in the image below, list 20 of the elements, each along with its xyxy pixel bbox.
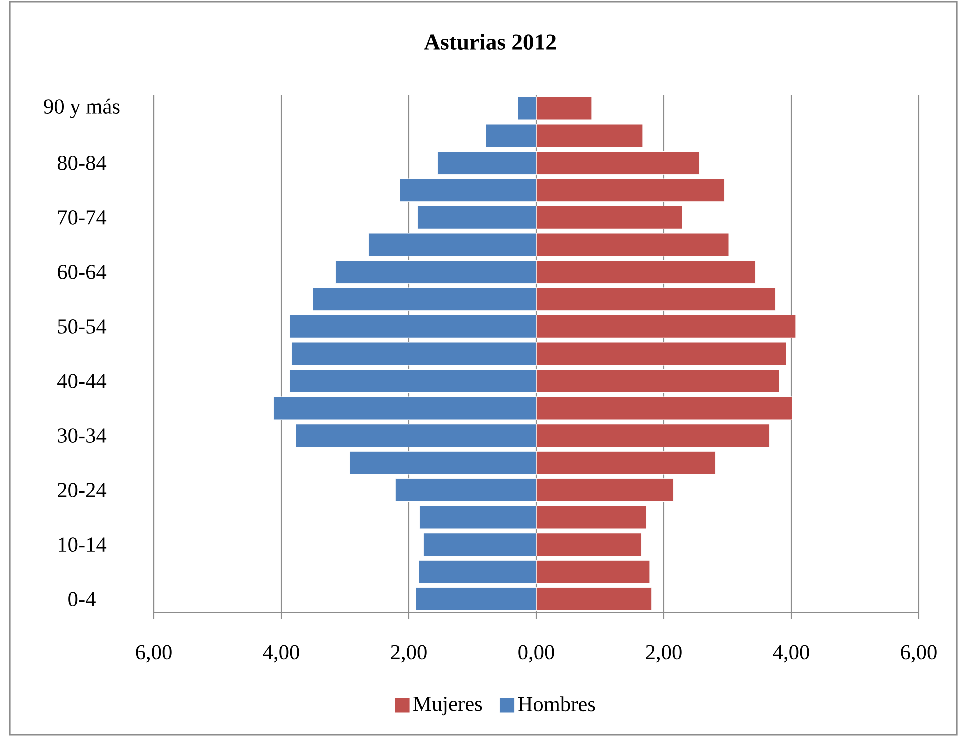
y-tick-label: 70-74 xyxy=(58,210,107,225)
chart-title: Asturias 2012 xyxy=(424,34,556,50)
y-tick-label: 50-54 xyxy=(58,320,107,334)
y-tick-label: 60-64 xyxy=(58,265,107,280)
y-tick-label: 10-14 xyxy=(59,538,107,552)
y-tick-label: 30-34 xyxy=(58,428,107,443)
x-tick-label: 4,00 xyxy=(773,645,810,663)
x-tick-label: 2,00 xyxy=(646,645,682,663)
y-tick-label: 90 y más xyxy=(44,98,120,118)
y-tick-label: 40-44 xyxy=(58,374,107,388)
y-tick-label: 20-24 xyxy=(58,483,107,498)
legend-label: Mujeres xyxy=(414,696,482,716)
x-tick-label: 2,00 xyxy=(391,645,427,663)
x-tick-label: 0,00 xyxy=(518,645,554,663)
x-tick-label: 6,00 xyxy=(901,645,937,663)
x-tick-label: 6,00 xyxy=(136,645,172,663)
legend-label: Hombres xyxy=(518,696,596,712)
y-tick-label: 0-4 xyxy=(68,592,96,607)
y-tick-label: 80-84 xyxy=(58,156,107,170)
x-tick-label: 4,00 xyxy=(263,645,300,663)
